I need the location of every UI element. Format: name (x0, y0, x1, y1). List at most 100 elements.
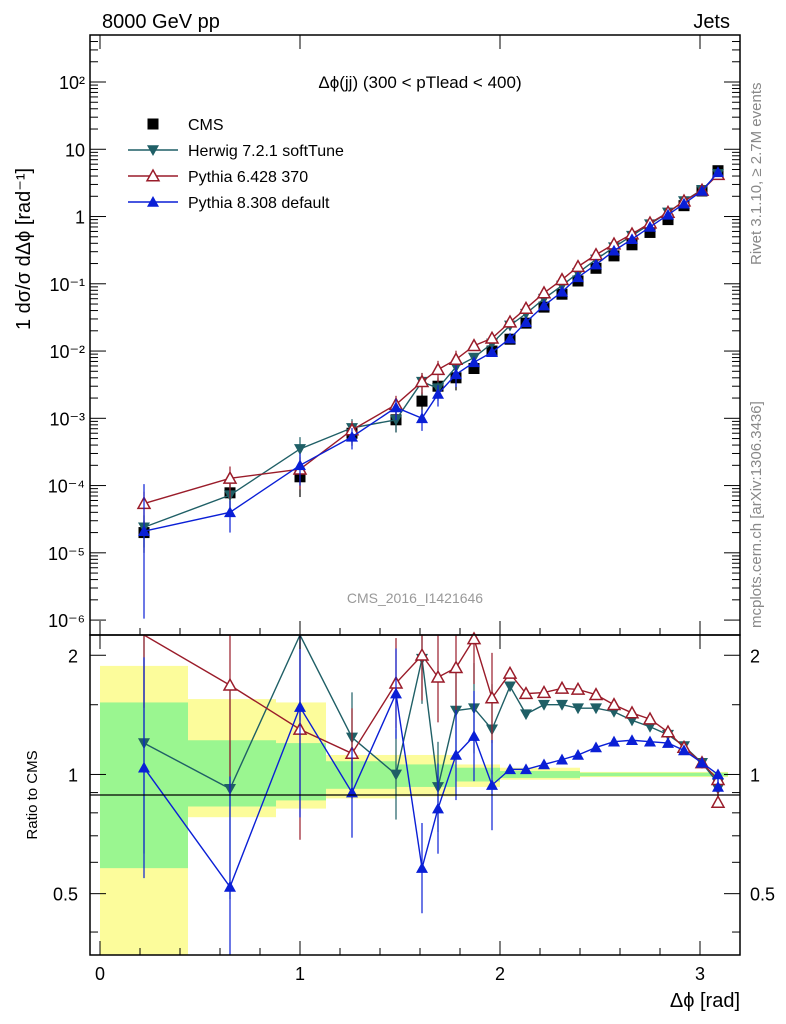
ratio-point (556, 753, 568, 765)
ratio-point (696, 756, 708, 768)
ratio-point (520, 709, 532, 721)
ratio-tick-label-right: 0.5 (750, 885, 775, 905)
data-point (390, 415, 402, 426)
ratio-point (450, 748, 462, 760)
legend-marker-2 (145, 168, 161, 182)
mcplots-label: mcplots.cern.ch [arXiv:1306.3436] (748, 401, 765, 628)
data-point (588, 247, 604, 261)
ratio-tick-label: 2 (68, 646, 78, 666)
ratio-point (222, 677, 238, 691)
y-tick-label: 10⁻⁶ (48, 611, 85, 631)
data-point (294, 444, 306, 455)
ratio-point (608, 735, 620, 747)
series-1 (138, 169, 724, 548)
data-point (138, 525, 150, 536)
ratio-point (520, 763, 532, 775)
data-point (450, 368, 462, 380)
y-tick-label: 10⁻⁵ (48, 544, 85, 564)
ratio-point (224, 880, 236, 892)
x-tick-label: 2 (495, 964, 505, 984)
ratio-point (390, 687, 402, 699)
ratio-point (502, 665, 518, 679)
ratio-tick-label-right: 1 (750, 765, 760, 785)
chart-title: Δϕ(jj) (300 < pTlead < 400) (318, 73, 521, 92)
data-point (486, 346, 498, 358)
ratio-point (572, 748, 584, 760)
data-point (468, 356, 480, 368)
series-0 (138, 165, 724, 553)
legend-label-0: CMS (188, 117, 224, 134)
ratio-point (536, 685, 552, 699)
ratio-axis-label: Ratio to CMS (24, 750, 41, 839)
data-point (432, 387, 444, 399)
ratio-point (448, 660, 464, 674)
energy-label: 8000 GeV pp (102, 11, 220, 33)
ratio-point (662, 737, 674, 748)
legend-label-1: Herwig 7.2.1 softTune (188, 143, 344, 160)
ratio-band-green-2 (276, 743, 326, 801)
process-label: Jets (693, 11, 730, 33)
y-tick-label: 10² (59, 73, 85, 93)
ratio-point (390, 769, 402, 781)
legend: CMS Herwig 7.2.1 softTune Pythia 6.428 370… (128, 117, 344, 212)
data-point (448, 351, 464, 365)
data-point (346, 430, 358, 442)
ratio-point (294, 701, 306, 712)
data-point (556, 285, 568, 297)
data-point (712, 166, 724, 178)
rivet-label: Rivet 3.1.10, ≥ 2.7M events (748, 83, 765, 266)
ratio-point (138, 761, 150, 773)
data-point (502, 314, 518, 328)
y-tick-label: 1 (75, 208, 85, 228)
data-point (414, 374, 430, 388)
ratio-point (432, 802, 444, 814)
ratio-point (538, 699, 550, 711)
x-tick-label: 3 (695, 964, 705, 984)
ratio-point (466, 631, 482, 645)
data-point (504, 332, 516, 344)
x-tick-label: 0 (95, 964, 105, 984)
data-point (294, 459, 306, 471)
data-point (518, 300, 534, 314)
ratio-band-green-6 (500, 771, 580, 778)
series-3 (138, 166, 724, 619)
legend-label-2: Pythia 6.428 370 (188, 169, 308, 186)
series-2 (136, 167, 726, 524)
ratio-point (504, 681, 516, 693)
data-point (416, 412, 428, 424)
data-point (590, 258, 602, 270)
data-point (678, 197, 690, 209)
ratio-point (554, 680, 570, 694)
data-point (538, 299, 550, 311)
ratio-band-green-4 (396, 764, 456, 787)
y-tick-label: 10⁻³ (49, 409, 85, 429)
ratio-point (712, 768, 724, 780)
data-point (608, 250, 620, 262)
y-tick-label: 10⁻⁴ (48, 477, 85, 497)
y-tick-label: 10⁻¹ (49, 275, 85, 295)
ratio-tick-label-right: 2 (750, 646, 760, 666)
data-point (520, 316, 532, 328)
ratio-point (430, 669, 446, 683)
ratio-tick-label: 0.5 (53, 885, 78, 905)
ratio-point (626, 734, 638, 746)
y-tick-label: 10 (65, 140, 85, 160)
y-axis-label: 1 dσ/σ dΔϕ [rad⁻¹] (13, 168, 35, 330)
ratio-point (624, 705, 640, 719)
ratio-point (642, 711, 658, 725)
watermark: CMS_2016_I1421646 (347, 590, 483, 606)
legend-marker-0 (147, 118, 159, 130)
ratio-point (644, 735, 656, 747)
ratio-series-2 (138, 635, 724, 955)
ratio-point (570, 681, 586, 695)
y-tick-label: 10⁻² (49, 342, 85, 362)
ratio-point (486, 779, 498, 790)
x-tick-label: 1 (295, 964, 305, 984)
data-point (468, 363, 480, 375)
ratio-point (468, 730, 480, 741)
ratio-band-green-5 (456, 767, 500, 782)
ratio-tick-label: 1 (68, 765, 78, 785)
data-point (608, 244, 620, 256)
ratio-point (484, 690, 500, 704)
